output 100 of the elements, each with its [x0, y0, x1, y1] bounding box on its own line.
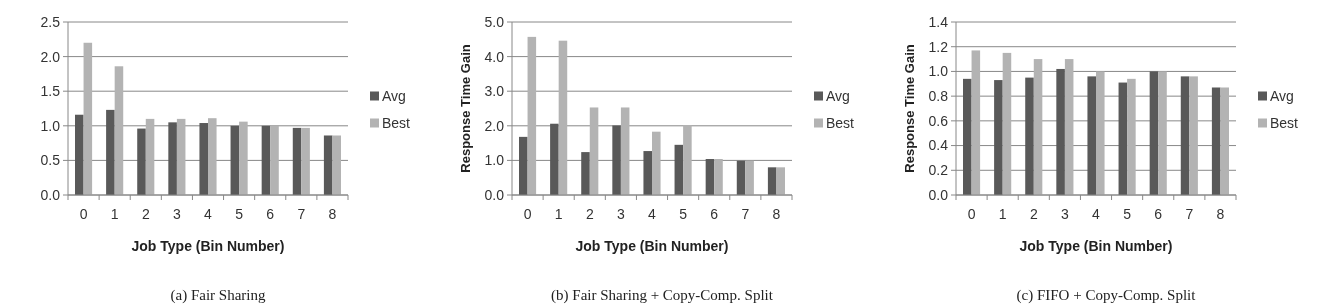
bar	[674, 144, 684, 195]
x-tick-label: 0	[79, 206, 88, 222]
x-tick-label: 5	[235, 206, 244, 222]
bar	[714, 159, 723, 195]
x-tick-label: 3	[1060, 206, 1069, 222]
text: (b) Fair Sharing + Copy-Comp. Split	[551, 287, 774, 304]
bar	[292, 127, 302, 195]
bar	[323, 135, 333, 195]
bar	[963, 78, 972, 195]
bar	[1033, 59, 1043, 195]
x-tick-label: 3	[616, 206, 625, 222]
bar	[1096, 71, 1105, 195]
bar	[1056, 68, 1065, 195]
bar	[1158, 71, 1167, 195]
bar	[145, 118, 155, 195]
x-tick-label: 4	[204, 206, 213, 222]
x-tick-label: 2	[1029, 206, 1038, 222]
x-tick-label: 0	[967, 206, 976, 222]
x-tick-label: 6	[1154, 206, 1163, 222]
legend-label: Best	[382, 115, 411, 132]
bar	[581, 152, 590, 195]
bar	[1149, 71, 1159, 195]
bar	[1064, 59, 1074, 195]
bar	[643, 151, 652, 195]
bar	[1087, 76, 1096, 195]
bar	[745, 160, 754, 195]
bar	[301, 127, 310, 195]
bar	[199, 123, 208, 195]
y-tick-label: 1.0	[928, 63, 949, 80]
y-tick-label: 1.0	[484, 152, 505, 169]
y-tick-label: 4.0	[484, 48, 505, 65]
bar	[1118, 82, 1128, 195]
y-tick-label: 1.0	[40, 117, 61, 134]
x-tick-label: 6	[266, 206, 275, 222]
y-tick-label: 5.0	[484, 13, 505, 30]
x-tick-label: 1	[554, 206, 563, 222]
x-tick-label: 4	[648, 206, 657, 222]
bar	[767, 167, 777, 195]
x-tick-label: 1	[998, 206, 1007, 222]
x-axis-title: Job Type (Bin Number)	[1019, 238, 1173, 254]
bar	[620, 107, 630, 195]
bar	[776, 167, 785, 195]
bar	[208, 118, 217, 195]
bar	[971, 50, 981, 195]
bar	[239, 121, 248, 195]
bar	[114, 66, 124, 195]
x-tick-label: 7	[1185, 206, 1194, 222]
x-axis-title: Job Type (Bin Number)	[131, 238, 285, 254]
x-tick-label: 5	[679, 206, 688, 222]
bar	[1127, 78, 1136, 195]
bar	[550, 123, 559, 195]
bar	[230, 125, 240, 195]
x-tick-label: 8	[772, 206, 781, 222]
bar	[652, 131, 661, 195]
y-tick-label: 0.6	[928, 112, 949, 129]
y-tick-label: 0.4	[928, 137, 949, 154]
y-axis-title: Response Time Gain	[458, 44, 473, 173]
bar	[1189, 76, 1198, 195]
bar	[736, 160, 746, 195]
bar	[558, 40, 568, 195]
x-tick-label: 3	[172, 206, 181, 222]
bar	[1002, 52, 1012, 195]
legend-label: Avg	[1270, 88, 1294, 105]
bar	[83, 42, 93, 195]
y-tick-label: 0.0	[484, 186, 505, 203]
x-tick-label: 6	[710, 206, 719, 222]
y-tick-label: 0.0	[928, 186, 949, 203]
legend-label: Best	[1270, 115, 1299, 132]
bar	[75, 114, 84, 195]
text: (a) Fair Sharing	[170, 287, 266, 304]
bar	[994, 80, 1003, 195]
legend-label: Avg	[826, 88, 850, 105]
x-axis-title: Job Type (Bin Number)	[575, 238, 729, 254]
bar	[1180, 76, 1190, 195]
text: (c) FIFO + Copy-Comp. Split	[1016, 287, 1197, 304]
y-tick-label: 0.2	[928, 162, 949, 179]
bar	[1220, 87, 1229, 195]
x-tick-label: 7	[297, 206, 306, 222]
y-tick-label: 0.5	[40, 152, 61, 169]
y-tick-label: 1.5	[40, 83, 61, 100]
x-tick-label: 2	[141, 206, 150, 222]
bar	[612, 125, 621, 195]
y-tick-label: 3.0	[484, 83, 505, 100]
bar	[176, 118, 186, 195]
y-tick-label: 2.5	[40, 13, 61, 30]
x-tick-label: 2	[585, 206, 594, 222]
y-tick-label: 0.0	[40, 186, 61, 203]
bar	[683, 125, 692, 195]
bar	[106, 109, 115, 195]
bar	[705, 159, 715, 195]
legend-label: Avg	[382, 88, 406, 105]
y-tick-label: 2.0	[40, 48, 61, 65]
y-tick-label: 0.8	[928, 88, 949, 105]
bar	[137, 128, 146, 195]
x-tick-label: 0	[523, 206, 532, 222]
x-tick-label: 4	[1092, 206, 1101, 222]
bar	[270, 125, 279, 195]
bar	[261, 125, 271, 195]
bar	[1025, 77, 1034, 195]
x-tick-label: 8	[328, 206, 337, 222]
